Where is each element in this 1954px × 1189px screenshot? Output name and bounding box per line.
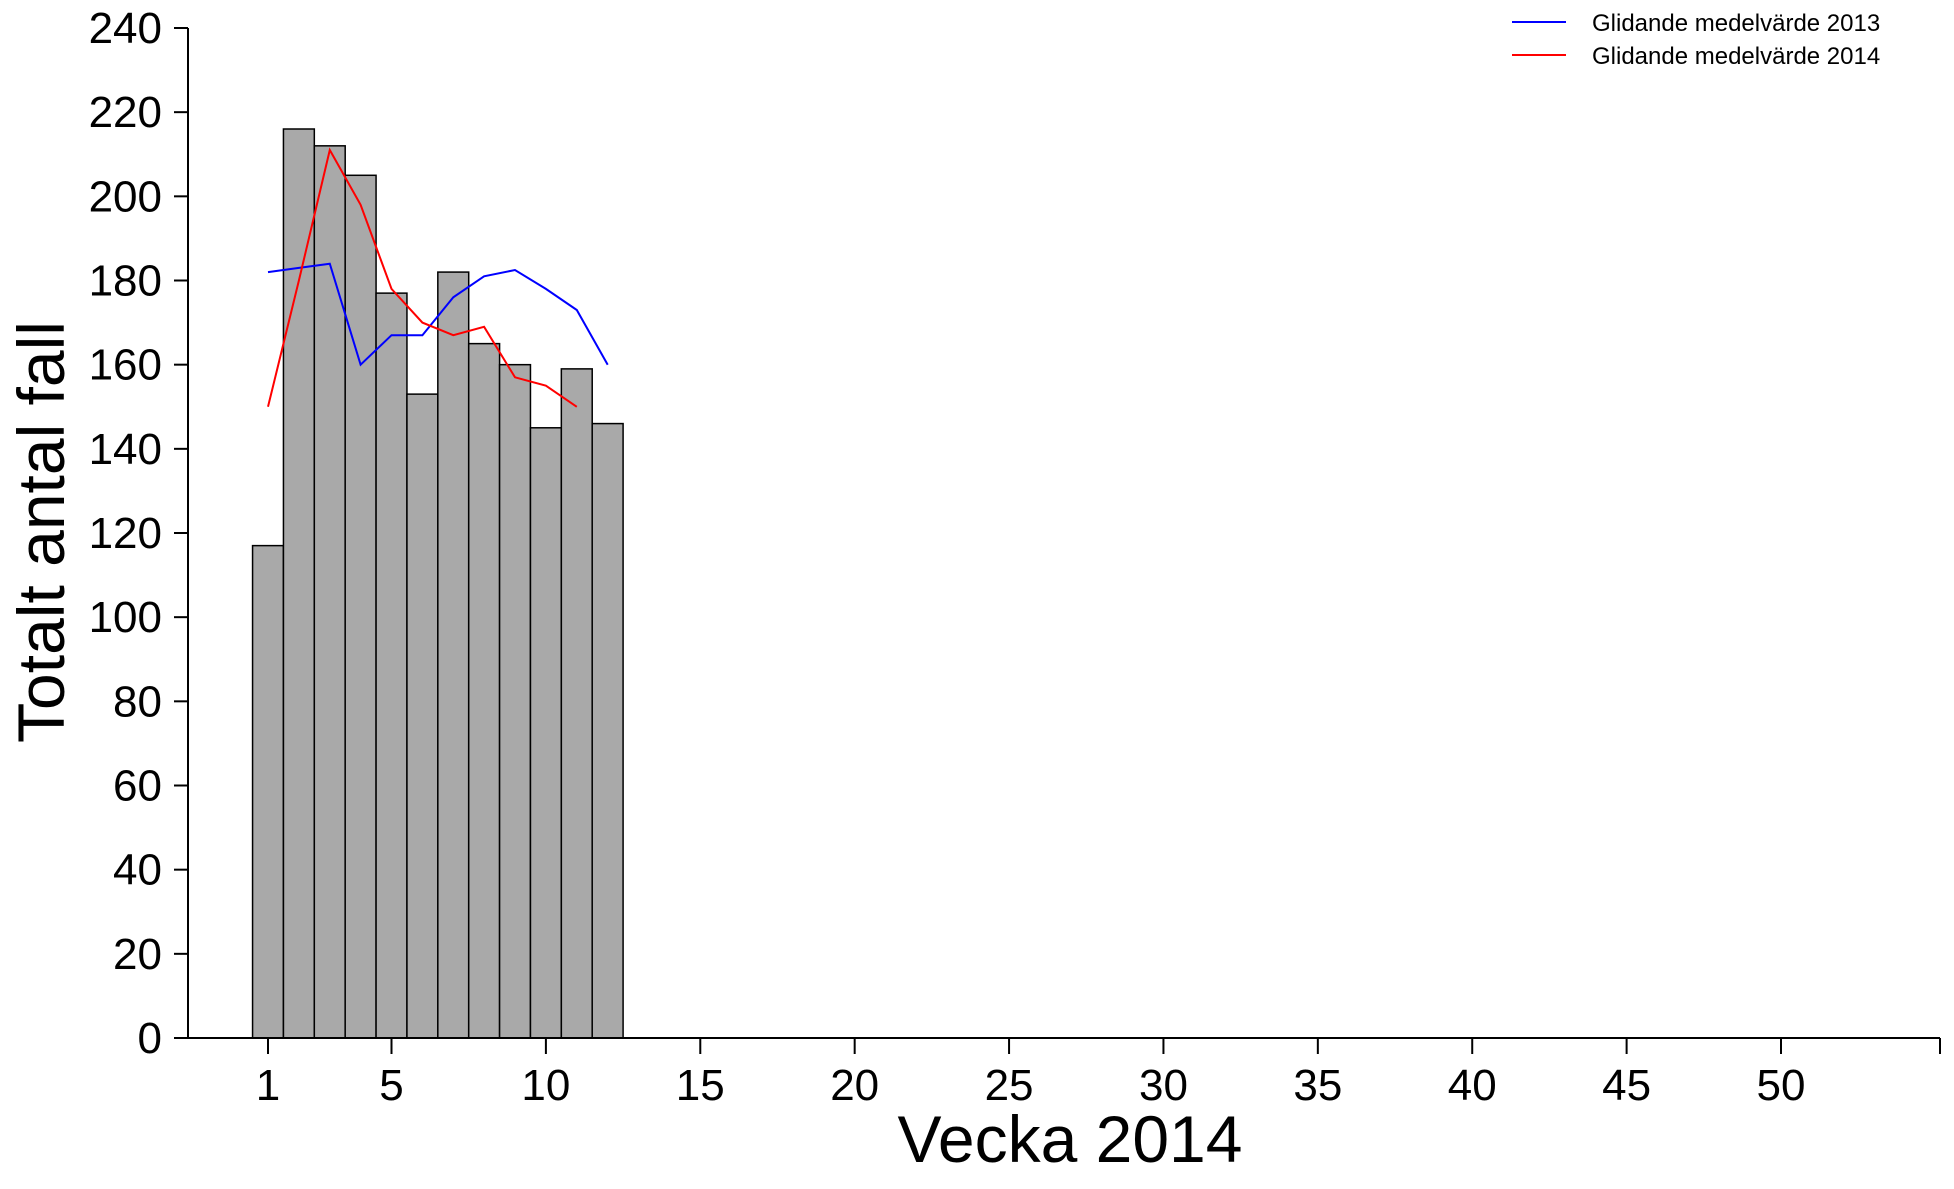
- y-tick-label: 100: [89, 593, 162, 642]
- x-tick-label: 1: [256, 1061, 280, 1110]
- bar-week-12: [591, 422, 624, 1039]
- y-tick-label: 60: [113, 762, 162, 811]
- x-axis-title: Vecka 2014: [898, 1102, 1243, 1176]
- bar-week-9: [498, 363, 532, 1039]
- series-lines: [267, 147, 609, 408]
- x-tick-label: 10: [521, 1061, 570, 1110]
- y-tick-label: 180: [89, 257, 162, 306]
- bar-week-10: [529, 427, 563, 1039]
- bar-week-7: [437, 271, 470, 1039]
- bar-week-2: [282, 128, 316, 1039]
- bar-week-3: [313, 145, 346, 1039]
- x-tick-label: 40: [1448, 1061, 1497, 1110]
- bar-week-6: [406, 393, 439, 1039]
- series-line-2: [267, 147, 578, 408]
- y-axis-title: Totalt antal fall: [4, 321, 78, 743]
- x-tick-label: 5: [379, 1061, 403, 1110]
- x-tick-label: 45: [1602, 1061, 1651, 1110]
- legend: Glidande medelvärde 2013 Glidande medelvä…: [1512, 10, 1880, 70]
- y-tick-label: 160: [89, 341, 162, 390]
- y-tick-label: 20: [113, 930, 162, 979]
- x-tick-label: 30: [1139, 1061, 1188, 1110]
- y-tick-label: 220: [89, 88, 162, 137]
- series-line-1: [267, 262, 609, 367]
- legend-label: Glidande medelvärde 2014: [1592, 43, 1880, 70]
- legend-item: Glidande medelvärde 2014: [1512, 43, 1880, 70]
- bar-week-5: [375, 292, 408, 1039]
- bar-week-8: [467, 342, 501, 1039]
- y-tick-label: 120: [89, 509, 162, 558]
- y-tick-label: 200: [89, 172, 162, 221]
- bars: [251, 128, 624, 1039]
- y-tick-label: 140: [89, 425, 162, 474]
- x-tick-label: 15: [676, 1061, 725, 1110]
- y-tick-label: 240: [89, 4, 162, 53]
- bar-week-4: [344, 174, 377, 1039]
- legend-label: Glidande medelvärde 2013: [1592, 10, 1880, 37]
- y-tick-label: 40: [113, 846, 162, 895]
- x-tick-label: 25: [985, 1061, 1034, 1110]
- y-tick-label: 0: [138, 1014, 162, 1063]
- x-tick-label: 50: [1757, 1061, 1806, 1110]
- bar-week-11: [560, 368, 593, 1039]
- bar-week-1: [251, 544, 285, 1039]
- y-tick-label: 80: [113, 677, 162, 726]
- x-tick-label: 20: [830, 1061, 879, 1110]
- x-tick-label: 35: [1293, 1061, 1342, 1110]
- legend-item: Glidande medelvärde 2013: [1512, 10, 1880, 37]
